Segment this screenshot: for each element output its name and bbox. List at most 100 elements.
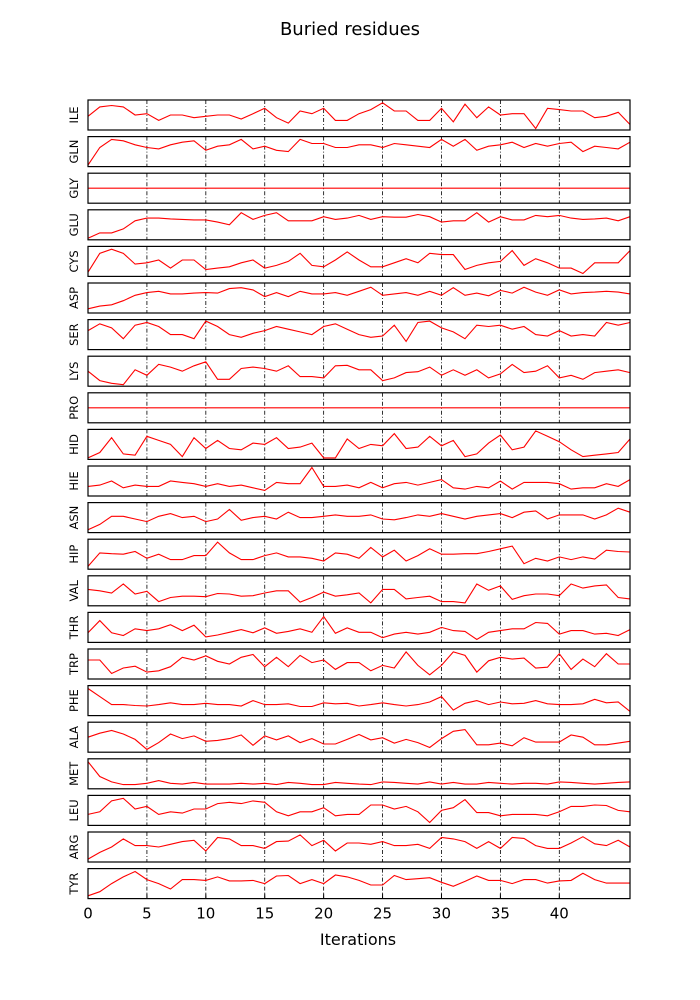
x-tick-label: 5 xyxy=(142,905,152,923)
series-line-gln xyxy=(87,138,631,166)
panel-label-ile: ILE xyxy=(67,106,81,123)
panel-label-lys: LYS xyxy=(67,362,81,381)
series-line-hid xyxy=(87,430,631,459)
series-line-tyr xyxy=(87,870,630,897)
panel-cys: CYS xyxy=(67,245,631,277)
panel-hip: HIP xyxy=(67,538,631,570)
series-line-ile xyxy=(87,102,631,130)
series-line-glu xyxy=(87,212,631,239)
panel-label-hid: HID xyxy=(67,434,81,455)
panel-frame xyxy=(87,575,631,607)
series-line-ala xyxy=(87,729,631,751)
panel-label-pro: PRO xyxy=(67,396,81,420)
x-axis-label: Iterations xyxy=(320,930,396,949)
panel-lys: LYS xyxy=(67,355,631,387)
series-line-lys xyxy=(87,361,631,386)
panel-thr: THR xyxy=(67,611,631,644)
series-line-thr xyxy=(87,615,631,641)
panel-tyr: TYR xyxy=(67,867,631,900)
series-line-arg xyxy=(87,834,631,860)
panel-frame xyxy=(87,648,631,680)
series-line-ser xyxy=(87,320,631,343)
panel-frame xyxy=(87,99,631,131)
x-tick-label: 25 xyxy=(373,905,392,923)
series-line-asp xyxy=(87,286,631,310)
series-line-leu xyxy=(87,797,631,824)
panel-frame xyxy=(87,172,631,204)
x-tick-label: 35 xyxy=(491,905,510,923)
panel-frame xyxy=(87,684,631,717)
panel-label-hie: HIE xyxy=(67,471,81,490)
series-line-hip xyxy=(87,541,631,567)
series-line-asn xyxy=(87,507,631,531)
panel-label-val: VAL xyxy=(67,580,81,602)
panel-label-asp: ASP xyxy=(67,287,81,309)
panel-ala: ALA xyxy=(67,721,631,753)
series-line-trp xyxy=(88,651,630,676)
panel-asn: ASN xyxy=(67,502,631,534)
series-line-met xyxy=(87,761,631,786)
panel-label-glu: GLU xyxy=(67,213,81,236)
panel-frame xyxy=(87,392,631,424)
panel-frame xyxy=(87,758,631,790)
panel-glu: GLU xyxy=(67,209,631,241)
panel-frame xyxy=(87,465,631,497)
panel-val: VAL xyxy=(67,575,631,607)
panel-label-asn: ASN xyxy=(67,506,81,530)
chart-title: Buried residues xyxy=(280,19,420,40)
panel-label-ala: ALA xyxy=(67,726,81,749)
x-tick-label: 15 xyxy=(255,905,274,923)
panel-phe: PHE xyxy=(67,684,631,717)
panel-gln: GLN xyxy=(67,136,631,168)
panel-trp: TRP xyxy=(67,648,631,680)
panel-leu: LEU xyxy=(67,794,631,827)
panel-label-tyr: TYR xyxy=(67,873,81,896)
panel-label-thr: THR xyxy=(67,616,81,641)
panel-frame xyxy=(87,831,631,863)
panel-label-cys: CYS xyxy=(67,250,81,272)
series-line-val xyxy=(87,583,631,604)
panel-frame xyxy=(87,355,631,387)
panel-frame xyxy=(87,794,631,827)
x-tick-label: 20 xyxy=(314,905,333,923)
panel-ile: ILE xyxy=(67,99,631,131)
panel-label-met: MET xyxy=(67,761,81,786)
panel-stack: ILE GLN GLY GLU CYS ASP SER LYS PRO HID HIE ASN HIP V… xyxy=(67,99,631,900)
panel-gly: GLY xyxy=(67,172,631,204)
series-line-cys xyxy=(87,248,631,275)
panel-hie: HIE xyxy=(67,465,631,497)
series-line-phe xyxy=(87,688,631,712)
x-tick-label: 10 xyxy=(196,905,215,923)
panel-ser: SER xyxy=(67,319,631,351)
panel-label-phe: PHE xyxy=(67,689,81,712)
x-tick-label: 30 xyxy=(432,905,451,923)
panel-hid: HID xyxy=(67,428,631,460)
x-axis-ticks: 0 5 10 15 20 25 30 35 40 xyxy=(83,905,569,923)
x-tick-label: 40 xyxy=(550,905,569,923)
panel-frame xyxy=(87,209,631,241)
panel-frame xyxy=(87,538,631,570)
panel-label-arg: ARG xyxy=(67,835,81,860)
panel-frame xyxy=(87,136,631,168)
x-tick-label: 0 xyxy=(83,905,93,923)
panel-label-hip: HIP xyxy=(67,545,81,564)
panel-label-gln: GLN xyxy=(67,140,81,164)
panel-met: MET xyxy=(67,758,631,790)
series-line-hie xyxy=(87,466,631,491)
panel-frame xyxy=(87,319,631,351)
panel-label-ser: SER xyxy=(67,323,81,346)
panel-arg: ARG xyxy=(67,831,631,863)
panel-label-gly: GLY xyxy=(67,177,81,199)
panel-frame xyxy=(87,428,631,460)
panel-frame xyxy=(87,245,631,277)
panel-label-leu: LEU xyxy=(67,799,81,821)
panel-frame xyxy=(87,502,631,534)
panel-frame xyxy=(87,282,631,314)
panel-label-trp: TRP xyxy=(67,653,81,676)
panel-frame xyxy=(87,721,631,753)
panel-frame xyxy=(87,611,631,644)
panel-asp: ASP xyxy=(67,282,631,314)
panel-pro: PRO xyxy=(67,392,631,424)
panel-frame xyxy=(87,867,631,900)
